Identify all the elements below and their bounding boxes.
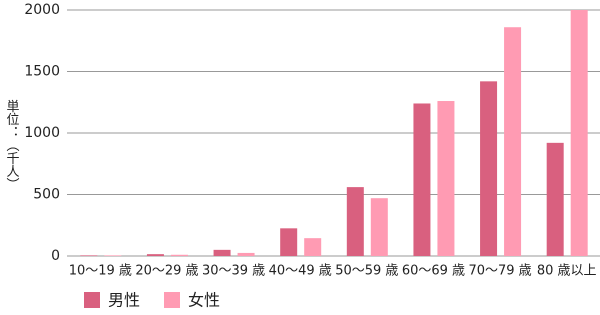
x-tick-label: 40〜49 歳 <box>269 264 332 279</box>
y-tick-label: 0 <box>51 248 60 264</box>
bar <box>480 81 498 256</box>
y-tick-label: 1000 <box>24 125 60 141</box>
y-axis-label: 単位：（千人） <box>4 99 20 191</box>
bar <box>213 249 231 256</box>
legend-swatch <box>84 292 100 308</box>
x-tick-label: 50〜59 歳 <box>335 264 398 279</box>
legend-label: 女性 <box>188 291 220 310</box>
bar <box>504 27 522 256</box>
bar <box>570 10 588 256</box>
bar <box>413 103 431 256</box>
bar <box>237 252 255 256</box>
bar <box>170 254 188 256</box>
y-tick-label: 500 <box>33 187 60 203</box>
legend-swatch <box>164 292 180 308</box>
bar <box>370 198 388 256</box>
x-tick-label: 80 歳以上 <box>537 264 597 279</box>
bar <box>304 238 322 256</box>
y-tick-label: 2000 <box>24 2 60 18</box>
x-tick-label: 10〜19 歳 <box>69 264 132 279</box>
bar <box>437 101 455 257</box>
legend-label: 男性 <box>108 291 140 310</box>
bar <box>104 255 122 256</box>
bar <box>146 254 164 256</box>
bar <box>346 187 364 256</box>
x-tick-label: 70〜79 歳 <box>468 264 531 279</box>
x-tick-label: 60〜69 歳 <box>402 264 465 279</box>
bar <box>80 255 98 256</box>
bar <box>546 142 564 256</box>
bar <box>280 228 298 256</box>
x-tick-label: 20〜29 歳 <box>135 264 198 279</box>
x-tick-label: 30〜39 歳 <box>202 264 265 279</box>
y-tick-label: 1500 <box>24 64 60 80</box>
